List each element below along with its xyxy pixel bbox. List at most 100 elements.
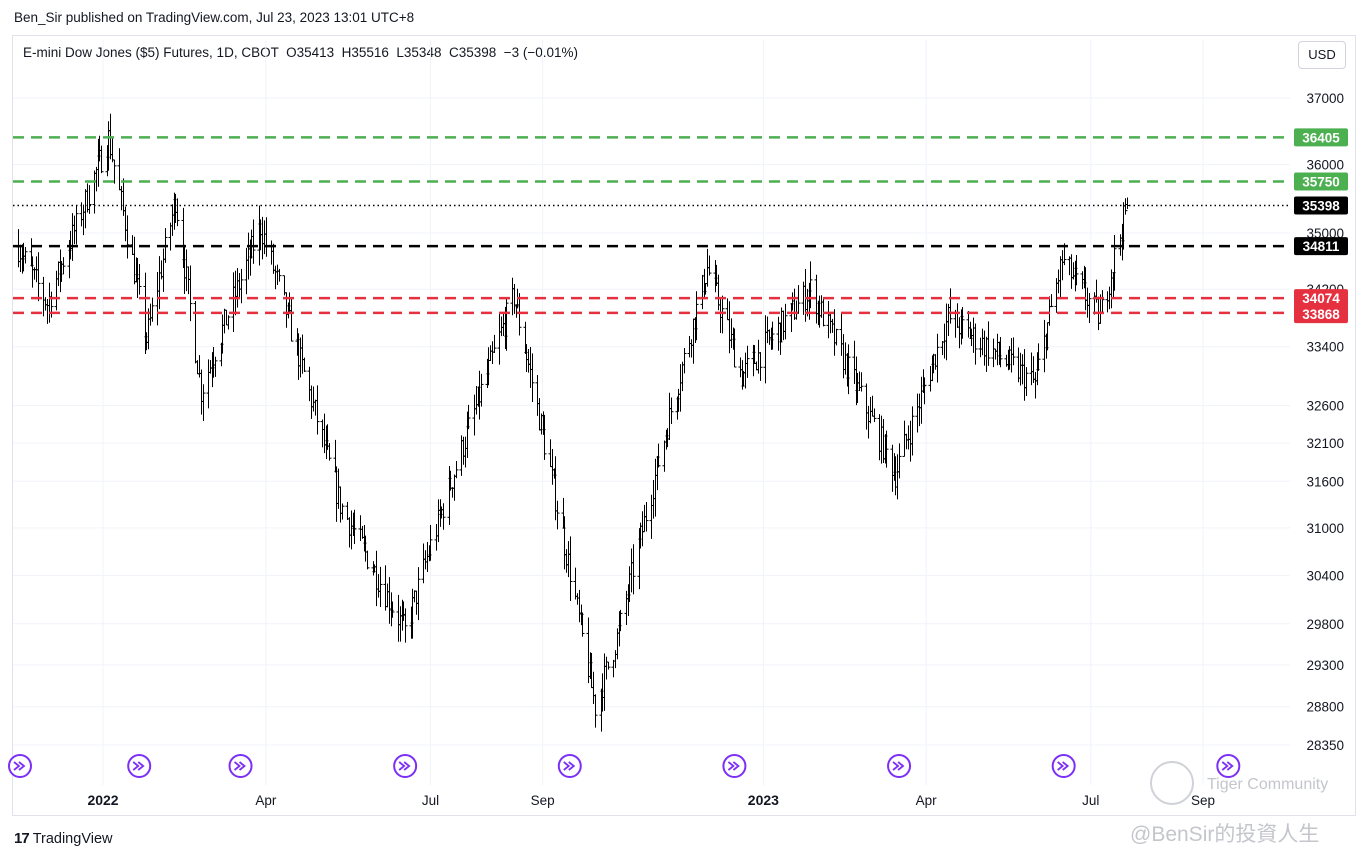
event-icon-arrow bbox=[892, 761, 905, 771]
event-icon[interactable] bbox=[1216, 754, 1241, 778]
ohlc-bar bbox=[653, 458, 658, 517]
ohlc-bar bbox=[960, 307, 965, 339]
ohlc-bar bbox=[1125, 197, 1130, 209]
ohlc-bar bbox=[577, 589, 582, 623]
chart-frame bbox=[12, 35, 1356, 816]
ohlc-bar bbox=[680, 361, 685, 392]
ohlc-bar bbox=[45, 299, 50, 324]
ohlc-bar bbox=[879, 415, 884, 464]
ohlc-bar bbox=[691, 318, 696, 364]
ohlc-bar bbox=[150, 297, 155, 322]
currency-button[interactable]: USD bbox=[1298, 41, 1346, 69]
ohlc-bar bbox=[1047, 296, 1052, 326]
ohlc-bar bbox=[92, 170, 97, 214]
ohlc-bar bbox=[195, 360, 200, 375]
ohlc-bar bbox=[338, 486, 343, 523]
x-tick-label: Apr bbox=[255, 793, 277, 808]
ohlc-bar bbox=[501, 312, 506, 336]
ohlc-bar bbox=[148, 303, 153, 326]
ohlc-bar bbox=[667, 392, 672, 440]
ohlc-bar bbox=[1042, 319, 1047, 373]
event-icon[interactable] bbox=[887, 754, 912, 778]
ohlc-bar bbox=[1100, 290, 1105, 314]
event-icon[interactable] bbox=[228, 754, 253, 778]
y-tick-label: 37000 bbox=[1306, 91, 1344, 106]
ohlc-bar bbox=[168, 222, 173, 251]
ohlc-bar bbox=[43, 297, 48, 311]
ohlc-bar bbox=[512, 284, 517, 314]
ohlc-bar bbox=[770, 321, 775, 350]
ohlc-bar bbox=[629, 548, 634, 593]
ohlc-bar bbox=[246, 232, 251, 280]
ohlc-bar bbox=[81, 204, 86, 236]
ohlc-bar bbox=[908, 420, 913, 462]
y-tick-label: 32100 bbox=[1306, 436, 1344, 451]
ohlc-bar bbox=[271, 243, 276, 274]
ohlc-bar bbox=[146, 308, 151, 350]
ohlc-bar bbox=[877, 414, 882, 461]
ohlc-bar bbox=[315, 385, 320, 435]
ohlc-bar bbox=[423, 550, 428, 570]
ohlc-bar bbox=[830, 318, 835, 333]
event-icon-arrow bbox=[398, 761, 411, 771]
ohlc-bar bbox=[573, 567, 578, 600]
ohlc-bar bbox=[707, 255, 712, 276]
ohlc-bar bbox=[454, 461, 459, 479]
event-icon[interactable] bbox=[393, 754, 418, 778]
ohlc-bar bbox=[884, 430, 889, 468]
ohlc-bar bbox=[1105, 291, 1110, 313]
ohlc-bar bbox=[729, 318, 734, 349]
y-tick-label: 29800 bbox=[1306, 617, 1344, 632]
ohlc-bar bbox=[1018, 352, 1023, 386]
ohlc-bar bbox=[237, 272, 242, 299]
ohlc-bar bbox=[18, 244, 23, 272]
ohlc-bar bbox=[530, 353, 535, 402]
ohlc-bar bbox=[586, 617, 591, 684]
ohlc-bar bbox=[336, 468, 341, 509]
ohlc-bar bbox=[1060, 250, 1065, 281]
event-icon[interactable] bbox=[8, 754, 32, 778]
ohlc-bar bbox=[72, 215, 77, 245]
ohlc-bar bbox=[125, 215, 130, 259]
ohlc-bar bbox=[1123, 198, 1128, 215]
ohlc-bar bbox=[428, 524, 433, 561]
price-label-bg bbox=[1294, 128, 1348, 147]
ohlc-bar bbox=[345, 501, 350, 520]
ohlc-bar bbox=[403, 608, 408, 643]
event-icon-arrow bbox=[1057, 761, 1070, 771]
ohlc-bar bbox=[906, 425, 911, 450]
ohlc-bar bbox=[604, 656, 609, 680]
ohlc-bar bbox=[758, 352, 763, 381]
ohlc-bar bbox=[1022, 349, 1027, 401]
ohlc-bar bbox=[488, 345, 493, 362]
ohlc-bar bbox=[973, 323, 978, 365]
ohlc-bar bbox=[322, 413, 327, 454]
ohlc-bar bbox=[340, 503, 345, 520]
ohlc-bar bbox=[208, 359, 213, 374]
event-icon[interactable] bbox=[722, 754, 747, 778]
tradingview-logo[interactable]: 17 TradingView bbox=[14, 830, 112, 847]
watermark-author: @BenSir的投資人生 bbox=[1130, 823, 1320, 846]
ohlc-bar bbox=[933, 354, 938, 370]
price-label: 34074 bbox=[1302, 291, 1340, 306]
ohlc-bar bbox=[390, 601, 395, 618]
event-icon[interactable] bbox=[1051, 754, 1076, 778]
ohlc-bar bbox=[852, 340, 857, 384]
ohlc-bar bbox=[193, 300, 198, 364]
ohlc-bar bbox=[843, 342, 848, 375]
ohlc-bar bbox=[137, 264, 142, 295]
ohlc-bar bbox=[966, 310, 971, 338]
ohlc-bar bbox=[866, 405, 871, 439]
ohlc-bar bbox=[1009, 338, 1014, 373]
price-label-bg bbox=[1294, 172, 1348, 191]
ohlc-bar bbox=[383, 565, 388, 611]
ohlc-bar bbox=[669, 397, 674, 425]
event-icon[interactable] bbox=[127, 754, 152, 778]
event-icon[interactable] bbox=[557, 754, 582, 778]
ohlc-bar bbox=[890, 444, 895, 492]
ohlc-bar bbox=[591, 671, 596, 705]
ohlc-bar bbox=[334, 466, 339, 522]
price-label: 35750 bbox=[1302, 175, 1340, 190]
ohlc-bar bbox=[289, 298, 294, 342]
